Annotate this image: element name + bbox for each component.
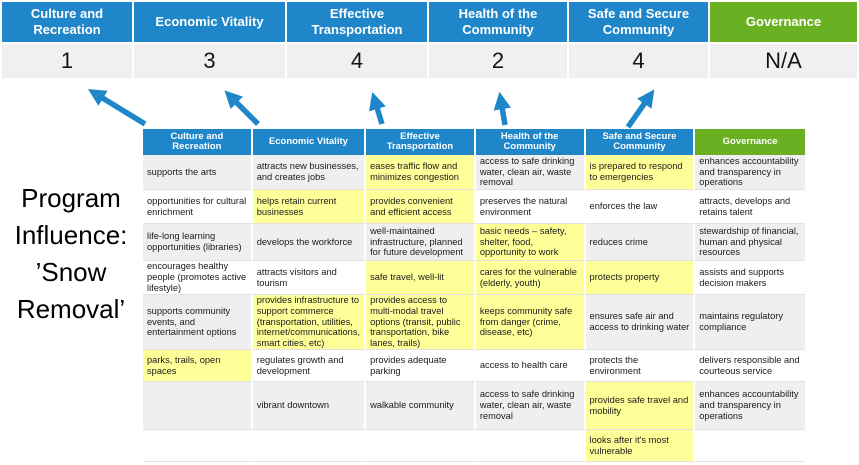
matrix-header-economic-vitality: Economic Vitality bbox=[252, 129, 367, 155]
matrix-cell-r8c4 bbox=[475, 430, 586, 462]
priority-header-effective-transportation: Effective Transportation bbox=[287, 2, 427, 42]
score-culture-and-recreation: 1 bbox=[2, 44, 132, 78]
matrix-cell-r2c6: attracts, develops and retains talent bbox=[695, 190, 805, 224]
arrow-up-icon bbox=[625, 89, 655, 129]
matrix-cell-r2c1: opportunities for cultural enrichment bbox=[143, 190, 253, 224]
matrix-cell-r7c3: walkable community bbox=[366, 382, 476, 430]
matrix-cell-r8c5: looks after it's most vulnerable bbox=[585, 430, 696, 462]
matrix-cell-r5c1: supports community events, and entertain… bbox=[143, 295, 253, 350]
matrix-cell-r6c1: parks, trails, open spaces bbox=[143, 350, 253, 382]
matrix-cell-r6c2: regulates growth and development bbox=[252, 350, 367, 382]
matrix-cell-r5c4: keeps community safe from danger (crime,… bbox=[475, 295, 586, 350]
matrix-cell-r3c4: basic needs – safety, shelter, food, opp… bbox=[475, 224, 586, 261]
priority-header-safe-and-secure-community: Safe and Secure Community bbox=[569, 2, 708, 42]
matrix-cell-r3c5: reduces crime bbox=[585, 224, 696, 261]
title-line: Removal’ bbox=[16, 293, 126, 324]
score-safe-and-secure-community: 4 bbox=[569, 44, 708, 78]
matrix-cell-r7c1 bbox=[143, 382, 253, 430]
arrow-up-icon bbox=[368, 92, 386, 125]
matrix-cell-r4c5: protects property bbox=[585, 261, 696, 295]
matrix-cell-r6c3: provides adequate parking bbox=[366, 350, 476, 382]
program-influence-title: Program Influence: ’Snow Removal’ bbox=[0, 180, 142, 328]
matrix-cell-r4c1: encourages healthy people (promotes acti… bbox=[143, 261, 253, 295]
title-line: ’Snow bbox=[35, 256, 107, 287]
matrix-header-culture-and-recreation: Culture and Recreation bbox=[143, 129, 253, 155]
matrix-header-health-of-the-community: Health of the Community bbox=[475, 129, 586, 155]
score-effective-transportation: 4 bbox=[287, 44, 427, 78]
priority-header-row: Culture and Recreation Economic Vitality… bbox=[2, 2, 857, 42]
arrow-up-icon bbox=[493, 91, 512, 126]
score-row: 1 3 4 2 4 N/A bbox=[2, 44, 857, 78]
influence-matrix: Culture and Recreation Economic Vitality E… bbox=[143, 129, 805, 462]
matrix-cell-r4c2: attracts visitors and tourism bbox=[252, 261, 367, 295]
matrix-cell-r1c5: is prepared to respond to emergencies bbox=[585, 155, 696, 190]
priority-header-health-of-the-community: Health of the Community bbox=[429, 2, 567, 42]
matrix-cell-r8c2 bbox=[252, 430, 367, 462]
matrix-cell-r5c6: maintains regulatory compliance bbox=[695, 295, 805, 350]
matrix-cell-r3c1: life-long learning opportunities (librar… bbox=[143, 224, 253, 261]
matrix-cell-r5c2: provides infrastructure to support comme… bbox=[252, 295, 367, 350]
title-line: Program bbox=[21, 183, 121, 213]
matrix-cell-r7c5: provides safe travel and mobility bbox=[585, 382, 696, 430]
influence-arrows bbox=[88, 89, 655, 129]
matrix-cell-r1c3: eases traffic flow and minimizes congest… bbox=[366, 155, 476, 190]
matrix-header-governance: Governance bbox=[695, 129, 805, 155]
matrix-cell-r4c4: cares for the vulnerable (elderly, youth… bbox=[475, 261, 586, 295]
matrix-cell-r6c6: delivers responsible and courteous servi… bbox=[695, 350, 805, 382]
matrix-cell-r2c4: preserves the natural environment bbox=[475, 190, 586, 224]
matrix-cell-r8c3 bbox=[366, 430, 476, 462]
priority-header-economic-vitality: Economic Vitality bbox=[134, 2, 285, 42]
matrix-cell-r2c5: enforces the law bbox=[585, 190, 696, 224]
matrix-header-effective-transportation: Effective Transportation bbox=[366, 129, 476, 155]
title-line: Influence: bbox=[14, 219, 128, 250]
priority-header-governance: Governance bbox=[710, 2, 857, 42]
matrix-cell-r6c4: access to health care bbox=[475, 350, 586, 382]
score-economic-vitality: 3 bbox=[134, 44, 285, 78]
matrix-cell-r7c2: vibrant downtown bbox=[252, 382, 367, 430]
matrix-cell-r4c3: safe travel, well-lit bbox=[366, 261, 476, 295]
matrix-cell-r2c2: helps retain current businesses bbox=[252, 190, 367, 224]
matrix-cell-r1c1: supports the arts bbox=[143, 155, 253, 190]
priority-header-culture-and-recreation: Culture and Recreation bbox=[2, 2, 132, 42]
matrix-cell-r5c5: ensures safe air and access to drinking … bbox=[585, 295, 696, 350]
matrix-cell-r3c2: develops the workforce bbox=[252, 224, 367, 261]
matrix-cell-r3c3: well-maintained infrastructure, planned … bbox=[366, 224, 476, 261]
arrow-up-icon bbox=[88, 89, 147, 127]
score-governance: N/A bbox=[710, 44, 857, 78]
matrix-cell-r1c4: access to safe drinking water, clean air… bbox=[475, 155, 586, 190]
matrix-cell-r3c6: stewardship of financial, human and phys… bbox=[695, 224, 805, 261]
matrix-cell-r4c6: assists and supports decision makers bbox=[695, 261, 805, 295]
score-health-of-the-community: 2 bbox=[429, 44, 567, 78]
matrix-cell-r6c5: protects the environment bbox=[585, 350, 696, 382]
matrix-cell-r1c2: attracts new businesses, and creates job… bbox=[252, 155, 367, 190]
arrow-up-icon bbox=[224, 90, 260, 126]
matrix-cell-r8c6 bbox=[695, 430, 805, 462]
matrix-cell-r7c4: access to safe drinking water, clean air… bbox=[475, 382, 586, 430]
matrix-header-safe-and-secure-community: Safe and Secure Community bbox=[585, 129, 696, 155]
matrix-cell-r2c3: provides convenient and efficient access bbox=[366, 190, 476, 224]
matrix-cell-r5c3: provides access to multi-modal travel op… bbox=[366, 295, 476, 350]
matrix-cell-r8c1 bbox=[143, 430, 253, 462]
matrix-cell-r1c6: enhances accountability and transparency… bbox=[695, 155, 805, 190]
matrix-cell-r7c6: enhances accountability and transparency… bbox=[695, 382, 805, 430]
